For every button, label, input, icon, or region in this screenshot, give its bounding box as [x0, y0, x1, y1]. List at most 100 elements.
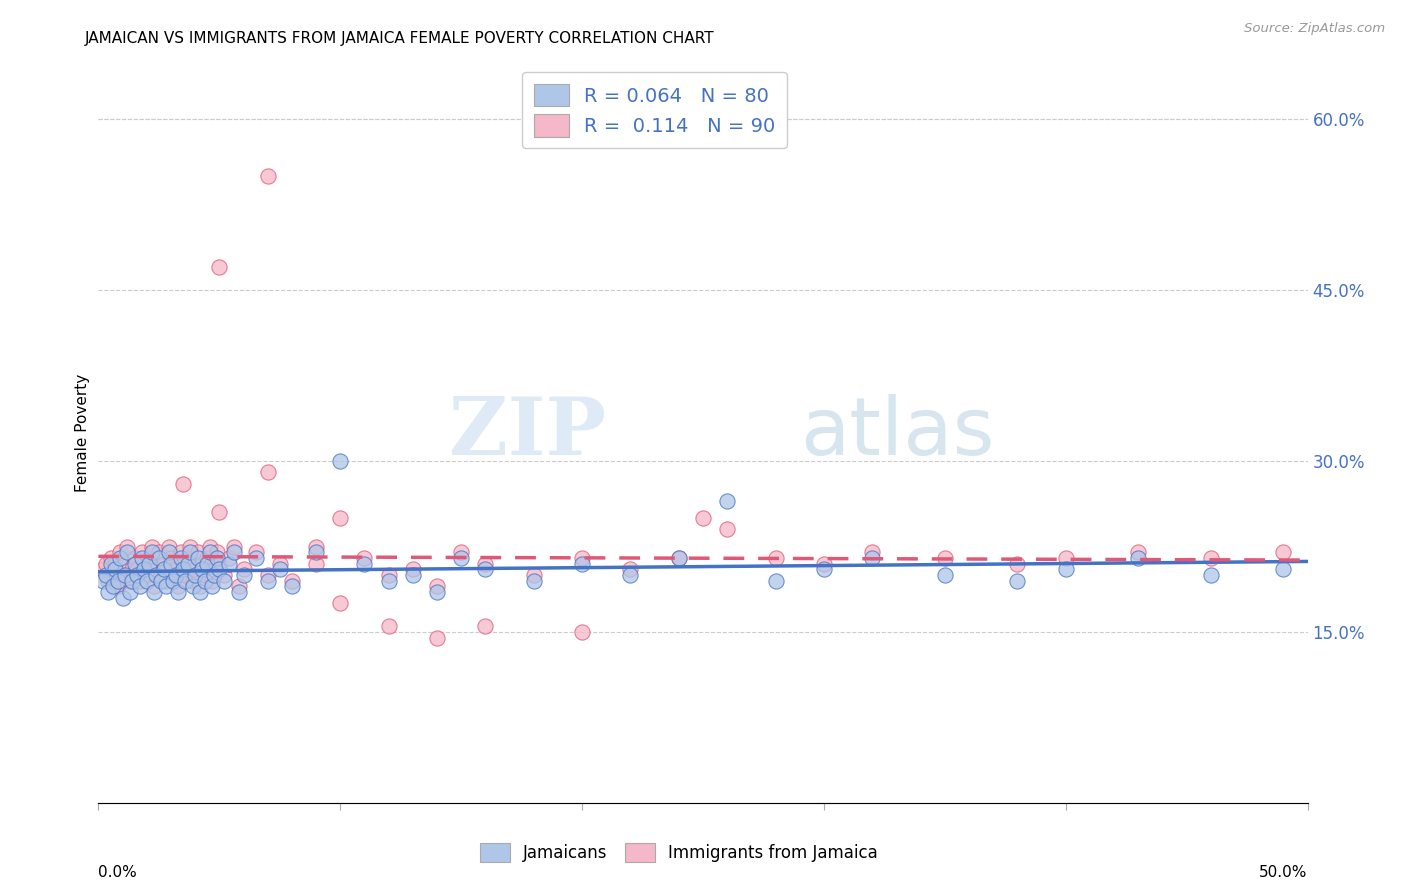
- Point: [245, 550, 267, 565]
- Point: [134, 557, 156, 571]
- Point: [94, 568, 117, 582]
- Point: [121, 562, 143, 576]
- Point: [426, 585, 449, 599]
- Point: [208, 260, 231, 275]
- Point: [150, 574, 173, 588]
- Point: [305, 557, 328, 571]
- Text: 0.0%: 0.0%: [98, 865, 138, 880]
- Point: [212, 568, 235, 582]
- Point: [377, 568, 399, 582]
- Point: [134, 562, 156, 576]
- Point: [101, 568, 124, 582]
- Point: [101, 579, 124, 593]
- Point: [281, 574, 304, 588]
- Point: [111, 574, 134, 588]
- Point: [157, 540, 180, 554]
- Point: [138, 557, 160, 571]
- Point: [426, 579, 449, 593]
- Point: [256, 466, 278, 480]
- Point: [571, 550, 593, 565]
- Point: [155, 574, 177, 588]
- Point: [172, 557, 194, 571]
- Point: [450, 545, 472, 559]
- Point: [402, 568, 425, 582]
- Point: [91, 562, 114, 576]
- Point: [198, 540, 221, 554]
- Point: [232, 568, 254, 582]
- Point: [813, 557, 835, 571]
- Point: [281, 579, 304, 593]
- Point: [860, 545, 883, 559]
- Point: [1054, 550, 1077, 565]
- Point: [187, 550, 209, 565]
- Point: [135, 574, 157, 588]
- Point: [155, 579, 177, 593]
- Point: [194, 568, 217, 582]
- Point: [148, 545, 170, 559]
- Point: [198, 545, 221, 559]
- Point: [169, 545, 191, 559]
- Point: [177, 550, 200, 565]
- Point: [571, 557, 593, 571]
- Point: [204, 568, 226, 582]
- Point: [172, 476, 194, 491]
- Point: [165, 562, 187, 576]
- Point: [716, 523, 738, 537]
- Point: [1128, 545, 1150, 559]
- Point: [195, 557, 218, 571]
- Point: [194, 574, 217, 588]
- Point: [145, 562, 167, 576]
- Point: [474, 557, 496, 571]
- Point: [474, 619, 496, 633]
- Point: [269, 562, 291, 576]
- Point: [256, 568, 278, 582]
- Point: [329, 511, 352, 525]
- Point: [201, 574, 224, 588]
- Point: [353, 550, 375, 565]
- Point: [118, 574, 141, 588]
- Point: [143, 579, 166, 593]
- Point: [188, 585, 211, 599]
- Point: [138, 550, 160, 565]
- Point: [100, 550, 122, 565]
- Point: [150, 568, 173, 582]
- Point: [131, 550, 153, 565]
- Point: [107, 579, 129, 593]
- Text: 50.0%: 50.0%: [1260, 865, 1308, 880]
- Point: [228, 585, 250, 599]
- Point: [619, 568, 641, 582]
- Point: [201, 579, 224, 593]
- Point: [474, 562, 496, 576]
- Point: [1199, 550, 1222, 565]
- Point: [174, 574, 197, 588]
- Point: [165, 568, 187, 582]
- Point: [329, 454, 352, 468]
- Point: [765, 550, 787, 565]
- Point: [148, 550, 170, 565]
- Point: [167, 579, 190, 593]
- Point: [208, 562, 231, 576]
- Point: [181, 579, 204, 593]
- Point: [169, 550, 191, 565]
- Point: [195, 550, 218, 565]
- Point: [111, 591, 134, 605]
- Point: [124, 550, 146, 565]
- Point: [100, 557, 122, 571]
- Point: [160, 550, 183, 565]
- Point: [131, 545, 153, 559]
- Point: [232, 562, 254, 576]
- Point: [97, 585, 120, 599]
- Point: [91, 574, 114, 588]
- Point: [1272, 545, 1295, 559]
- Point: [204, 562, 226, 576]
- Point: [184, 562, 207, 576]
- Point: [114, 568, 136, 582]
- Point: [141, 540, 163, 554]
- Point: [222, 540, 245, 554]
- Point: [127, 568, 149, 582]
- Point: [813, 562, 835, 576]
- Point: [450, 550, 472, 565]
- Point: [523, 568, 546, 582]
- Point: [205, 550, 228, 565]
- Point: [692, 511, 714, 525]
